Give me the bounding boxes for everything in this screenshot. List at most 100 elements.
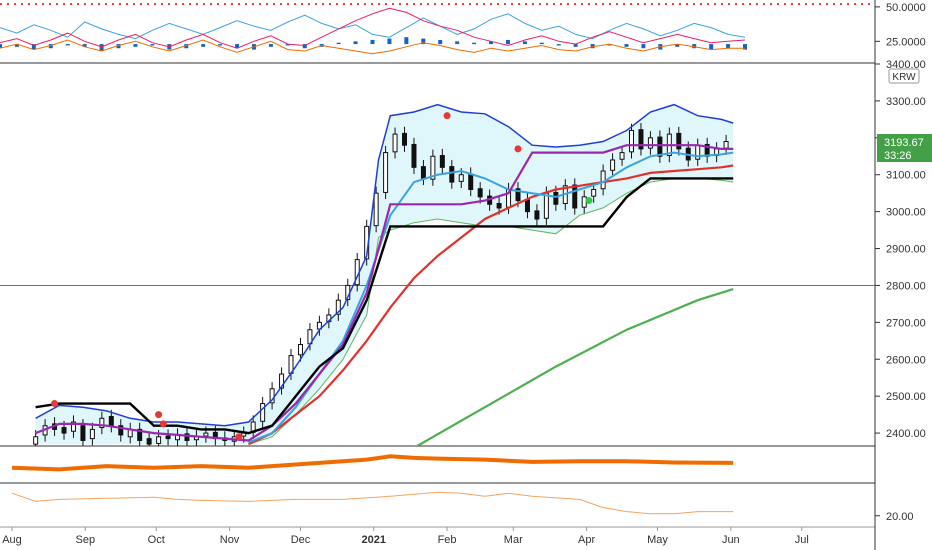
candle-body: [279, 373, 285, 389]
price-tick-label: 2400.00: [886, 428, 926, 440]
candle-body: [458, 174, 464, 182]
price-line-3: [414, 288, 734, 446]
signal-marker-red: [443, 112, 451, 120]
price-tick-label: 3400.00: [886, 59, 926, 71]
candle-body: [629, 129, 635, 153]
candle-body: [468, 173, 474, 190]
oscillator-histogram-bar: [302, 44, 307, 49]
oscillator-histogram-bar: [675, 44, 680, 47]
price-line-0: [35, 103, 734, 427]
candle-body: [515, 188, 521, 202]
oscillator-top-panel: 50.0000 25.0000: [0, 2, 926, 55]
time-tick-label: Mar: [504, 534, 523, 546]
candle-body: [99, 417, 105, 429]
oscillator-histogram-bar: [353, 41, 358, 45]
candle-body: [411, 143, 417, 168]
price-tick-label: 3000.00: [886, 207, 926, 219]
candle-body: [203, 432, 209, 437]
candle-body: [260, 403, 266, 422]
candle-body: [439, 155, 445, 168]
oscillator-histogram-bar: [133, 44, 138, 47]
candle-body: [383, 152, 389, 193]
candle-body: [543, 192, 549, 219]
time-tick-label: Nov: [220, 534, 240, 546]
oscillator-histogram-bar: [624, 44, 629, 47]
candle-body: [165, 435, 171, 440]
candle-body: [137, 428, 143, 441]
oscillator-histogram-bar: [48, 44, 53, 49]
time-tick-label: Aug: [2, 534, 22, 546]
candle-body: [156, 436, 162, 444]
oscillator-histogram-bar: [505, 39, 510, 45]
price-panel: 3300.003200.003100.003000.002900.002800.…: [0, 59, 932, 446]
candle-body: [572, 184, 578, 209]
candle-body: [723, 141, 729, 149]
oscillator-histogram-bar: [65, 44, 70, 46]
candle-body: [619, 152, 625, 160]
oscillator-histogram-bar: [455, 41, 460, 45]
oscillator-histogram-bar: [438, 39, 443, 45]
candle-body: [647, 137, 653, 149]
candle-body: [534, 210, 540, 220]
candle-body: [553, 191, 559, 205]
price-line-5: [35, 144, 734, 442]
candle-body: [402, 132, 408, 146]
oscillator-histogram-bar: [99, 44, 104, 51]
oscillator-histogram-bar: [184, 44, 189, 49]
price-line-2: [248, 164, 734, 446]
time-tick-label: May: [647, 534, 668, 546]
oscillator-histogram-bar: [573, 44, 578, 47]
time-tick-label: Jul: [795, 534, 809, 546]
candle-body: [581, 196, 587, 208]
candle-body: [610, 159, 616, 171]
price-tick-label: 2800.00: [886, 280, 926, 292]
currency-label: KRW: [892, 72, 916, 83]
oscillator-histogram-bar: [421, 38, 426, 45]
signal-marker-red: [235, 433, 243, 441]
signal-marker-red: [155, 411, 163, 419]
signal-marker-red: [514, 145, 522, 153]
oscillator-histogram-bar: [641, 44, 646, 49]
oscillator-tick-label: 50.0000: [886, 2, 926, 14]
oscillator-histogram-bar: [472, 42, 477, 45]
price-line-6: [35, 177, 734, 435]
last-price-value: 3193.67: [884, 137, 924, 149]
time-tick-label: Oct: [148, 534, 165, 546]
time-tick-label: Dec: [291, 534, 311, 546]
candle-body: [477, 188, 483, 198]
oscillator-histogram-bar: [607, 44, 612, 46]
currency-badge: [888, 68, 920, 84]
candle-body: [61, 427, 67, 434]
oscillator-histogram-bar: [14, 44, 19, 47]
price-tick-label: 2600.00: [886, 354, 926, 366]
candle-body: [657, 136, 663, 157]
indicator-tick-label: 20.00: [886, 511, 914, 523]
oscillator-histogram-bar: [539, 42, 544, 45]
candle-body: [591, 188, 597, 197]
oscillator-line-0: [0, 13, 746, 40]
oscillator-line-1: [0, 7, 746, 49]
oscillator-histogram-bar: [150, 44, 155, 46]
signal-marker-green: [585, 197, 593, 205]
oscillator-histogram-bar: [0, 44, 2, 49]
indicator-mid-line: [11, 454, 734, 472]
candle-body: [146, 438, 152, 445]
candle-body: [184, 433, 190, 441]
candle-body: [524, 199, 530, 213]
indicator-mid-panel: [11, 454, 734, 472]
candle-body: [118, 425, 124, 436]
candle-body: [638, 129, 644, 150]
candle-body: [89, 428, 95, 440]
oscillator-histogram-bar: [370, 39, 375, 45]
oscillator-histogram-bar: [387, 38, 392, 45]
price-tick-label: 2900.00: [886, 244, 926, 256]
oscillator-histogram-bar: [692, 44, 697, 49]
oscillator-histogram-bar: [82, 44, 87, 47]
candle-body: [496, 203, 502, 209]
signal-marker-red: [159, 420, 167, 428]
candle-body: [373, 192, 379, 227]
oscillator-histogram-bar: [201, 44, 206, 47]
price-tick-label: 2700.00: [886, 317, 926, 329]
time-tick-label: Sep: [76, 534, 96, 546]
